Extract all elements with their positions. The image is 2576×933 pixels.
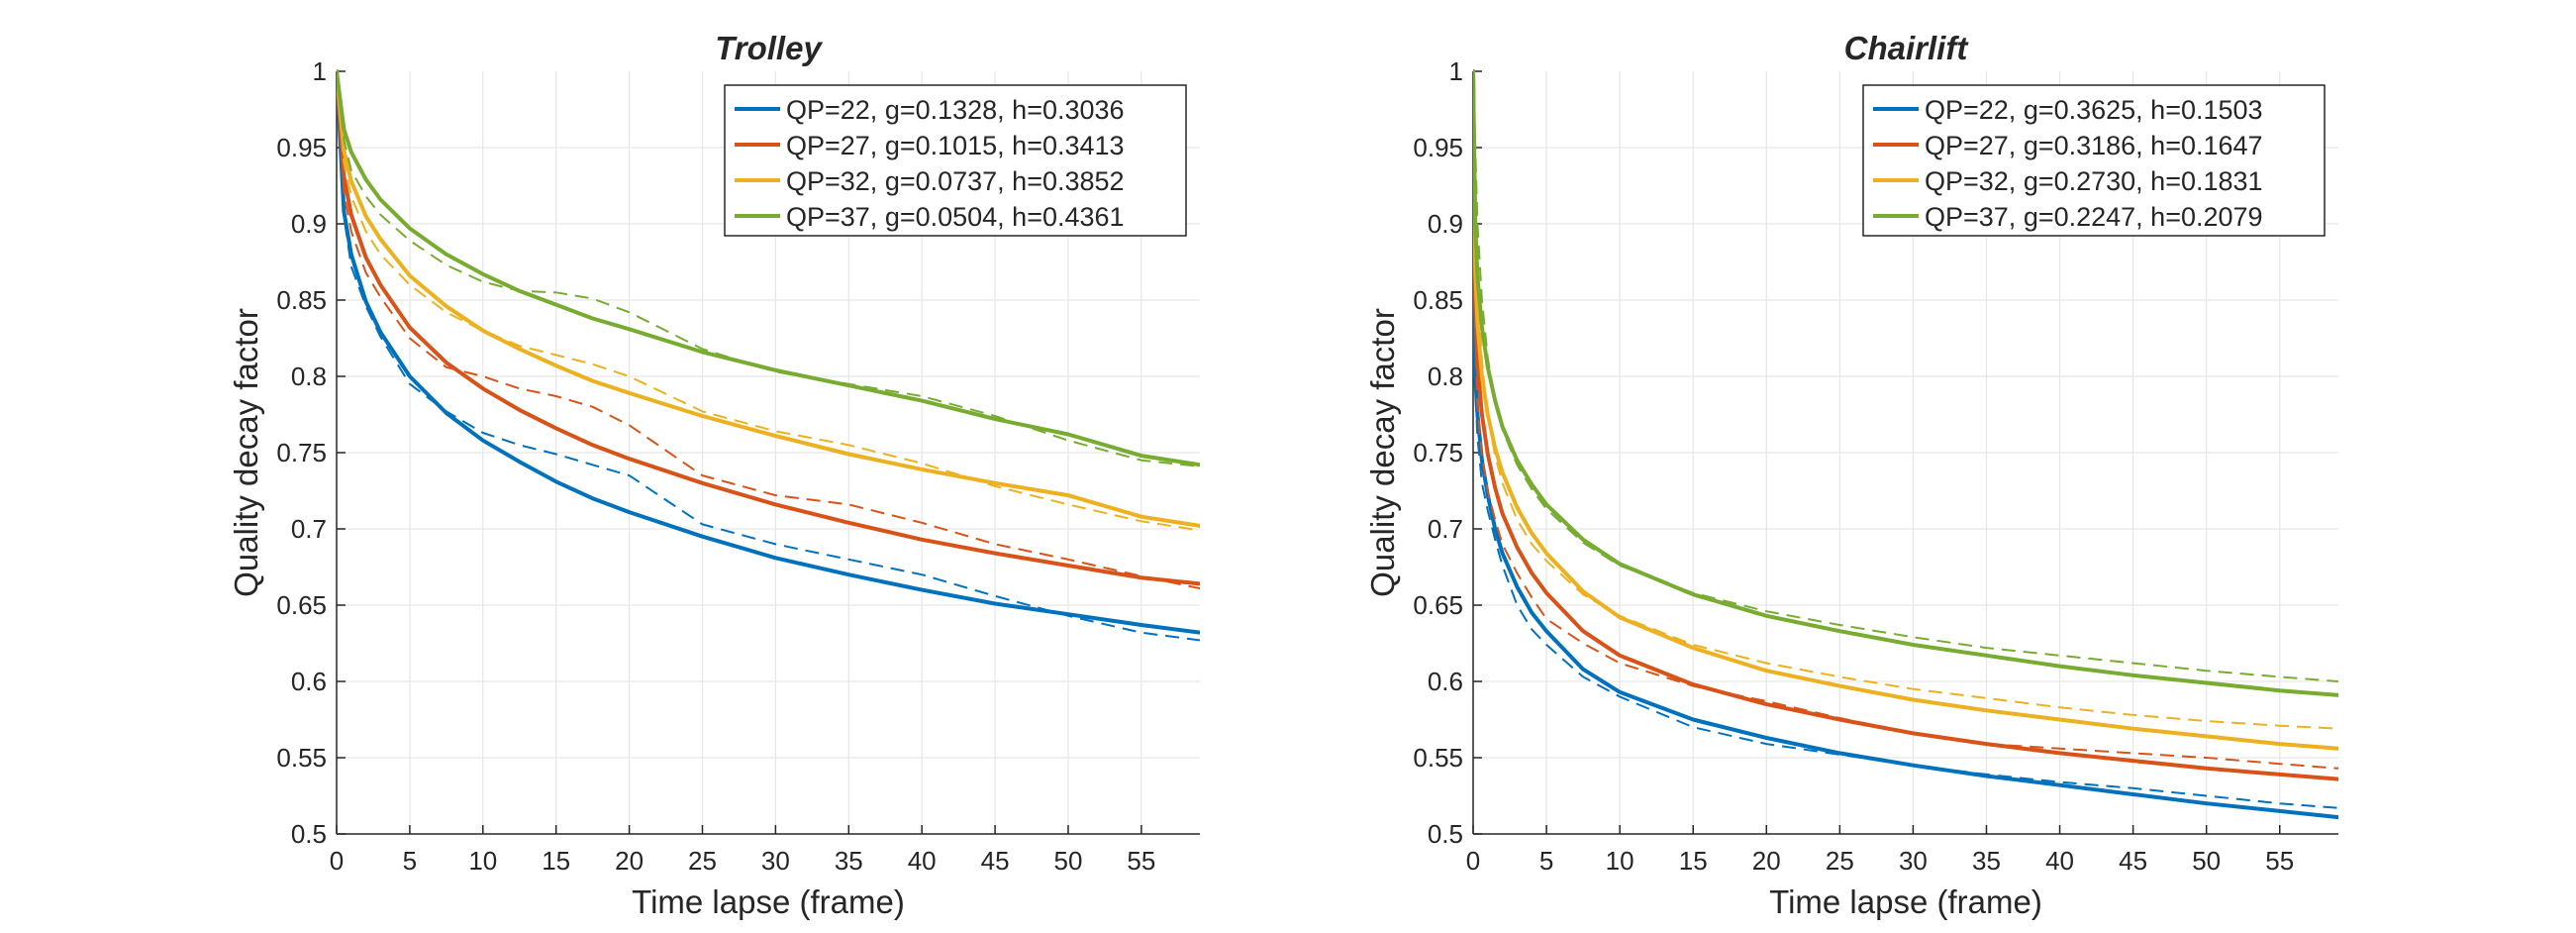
x-tick-label: 10	[1606, 846, 1635, 876]
x-tick-label: 45	[2119, 846, 2147, 876]
x-tick-label: 25	[1826, 846, 1854, 876]
series-fit-line-1	[337, 69, 1200, 635]
legend-entry-2: QP=27, g=0.3186, h=0.1647	[1925, 131, 2263, 160]
y-tick-label: 0.8	[1428, 362, 1463, 391]
x-tick-label: 35	[1972, 846, 2001, 876]
legend-box	[1862, 84, 2326, 237]
y-axis-label: Quality decay factor	[228, 308, 264, 597]
x-tick-label: 15	[542, 846, 570, 876]
x-tick-label: 50	[2192, 846, 2221, 876]
y-tick-label: 0.7	[1428, 514, 1463, 544]
legend-entry-3: QP=32, g=0.2730, h=0.1831	[1925, 166, 2263, 196]
y-tick-label: 0.9	[291, 209, 327, 239]
legend: QP=22, g=0.1328, h=0.3036 QP=27, g=0.1015…	[724, 84, 1187, 237]
y-axis-label: Quality decay factor	[1364, 308, 1401, 597]
legend: QP=22, g=0.3625, h=0.1503 QP=27, g=0.3186…	[1862, 84, 2326, 237]
y-tick-label: 0.55	[276, 743, 327, 773]
y-tick-label: 0.6	[1428, 667, 1463, 696]
x-tick-label: 5	[403, 846, 417, 876]
y-tick-label: 0.95	[276, 133, 327, 162]
series-fit-line-2	[1473, 69, 2338, 781]
series-observed-line-4	[337, 70, 1200, 467]
x-tick-label: 20	[1752, 846, 1781, 876]
y-tick-label: 0.55	[1413, 743, 1463, 773]
chart-chairlift: 0 5 10 15 20 25 30 35 40 45 50 55 0.5 0.55 0.6 0.65 0.7 0…	[1364, 30, 2338, 920]
x-tick-label: 30	[761, 846, 790, 876]
legend-entry-4: QP=37, g=0.0504, h=0.4361	[786, 202, 1125, 232]
x-tick-label: 40	[2045, 846, 2074, 876]
y-tick-label: 0.85	[1413, 285, 1463, 315]
x-axis-label: Time lapse (frame)	[1769, 883, 2042, 920]
legend-entry-1: QP=22, g=0.3625, h=0.1503	[1925, 95, 2263, 125]
series-fit-line-2	[337, 69, 1200, 586]
y-tick-label: 0.65	[276, 590, 327, 620]
y-tick-label: 0.7	[291, 514, 327, 544]
x-tick-label: 0	[330, 846, 344, 876]
series-observed-line-1	[1473, 70, 2338, 809]
y-tick-label: 0.65	[1413, 590, 1463, 620]
series-observed-line-3	[337, 70, 1200, 532]
legend-entry-3: QP=32, g=0.0737, h=0.3852	[786, 166, 1125, 196]
series-lines	[337, 69, 1200, 642]
y-tick-label: 1	[313, 56, 327, 86]
series-observed-line-2	[1473, 70, 2338, 770]
x-tick-label: 50	[1054, 846, 1083, 876]
legend-box	[724, 84, 1187, 237]
y-tick-label: 1	[1449, 56, 1463, 86]
series-fit-line-4	[337, 69, 1200, 467]
legend-entry-2: QP=27, g=0.1015, h=0.3413	[786, 131, 1125, 160]
y-tick-label: 0.85	[276, 285, 327, 315]
x-tick-label: 45	[981, 846, 1010, 876]
x-tick-label: 55	[2265, 846, 2294, 876]
x-tick-label: 15	[1679, 846, 1708, 876]
chart-title: Chairlift	[1844, 30, 1970, 66]
x-axis-label: Time lapse (frame)	[632, 883, 905, 920]
series-fit-line-1	[1473, 69, 2338, 820]
x-tick-label: 35	[835, 846, 863, 876]
y-tick-label: 0.75	[276, 438, 327, 467]
chart-title: Trolley	[715, 30, 823, 66]
x-tick-label: 5	[1539, 846, 1553, 876]
legend-entry-1: QP=22, g=0.1328, h=0.3036	[786, 95, 1125, 125]
series-fit-line-3	[337, 69, 1200, 528]
y-tick-label: 0.8	[291, 362, 327, 391]
series-observed-line-2	[337, 70, 1200, 590]
x-tick-label: 25	[688, 846, 717, 876]
y-tick-label: 0.9	[1428, 209, 1463, 239]
y-tick-label: 0.95	[1413, 133, 1463, 162]
x-tick-label: 0	[1466, 846, 1480, 876]
chart-trolley: 0 5 10 15 20 25 30 35 40 45 50 55 0.5 0.55 0.6 0.65 0.7 0…	[228, 30, 1200, 920]
y-tick-label: 0.5	[291, 819, 327, 849]
x-tick-label: 30	[1899, 846, 1928, 876]
legend-entry-4: QP=37, g=0.2247, h=0.2079	[1925, 202, 2263, 232]
y-tick-label: 0.5	[1428, 819, 1463, 849]
series-fit-line-4	[1473, 69, 2338, 697]
x-tick-label: 55	[1127, 846, 1155, 876]
x-tick-label: 20	[615, 846, 644, 876]
series-observed-line-1	[337, 70, 1200, 642]
x-tick-label: 40	[908, 846, 937, 876]
series-lines	[1473, 69, 2338, 820]
x-tick-label: 10	[468, 846, 497, 876]
y-tick-label: 0.75	[1413, 438, 1463, 467]
y-tick-label: 0.6	[291, 667, 327, 696]
series-fit-line-3	[1473, 69, 2338, 751]
